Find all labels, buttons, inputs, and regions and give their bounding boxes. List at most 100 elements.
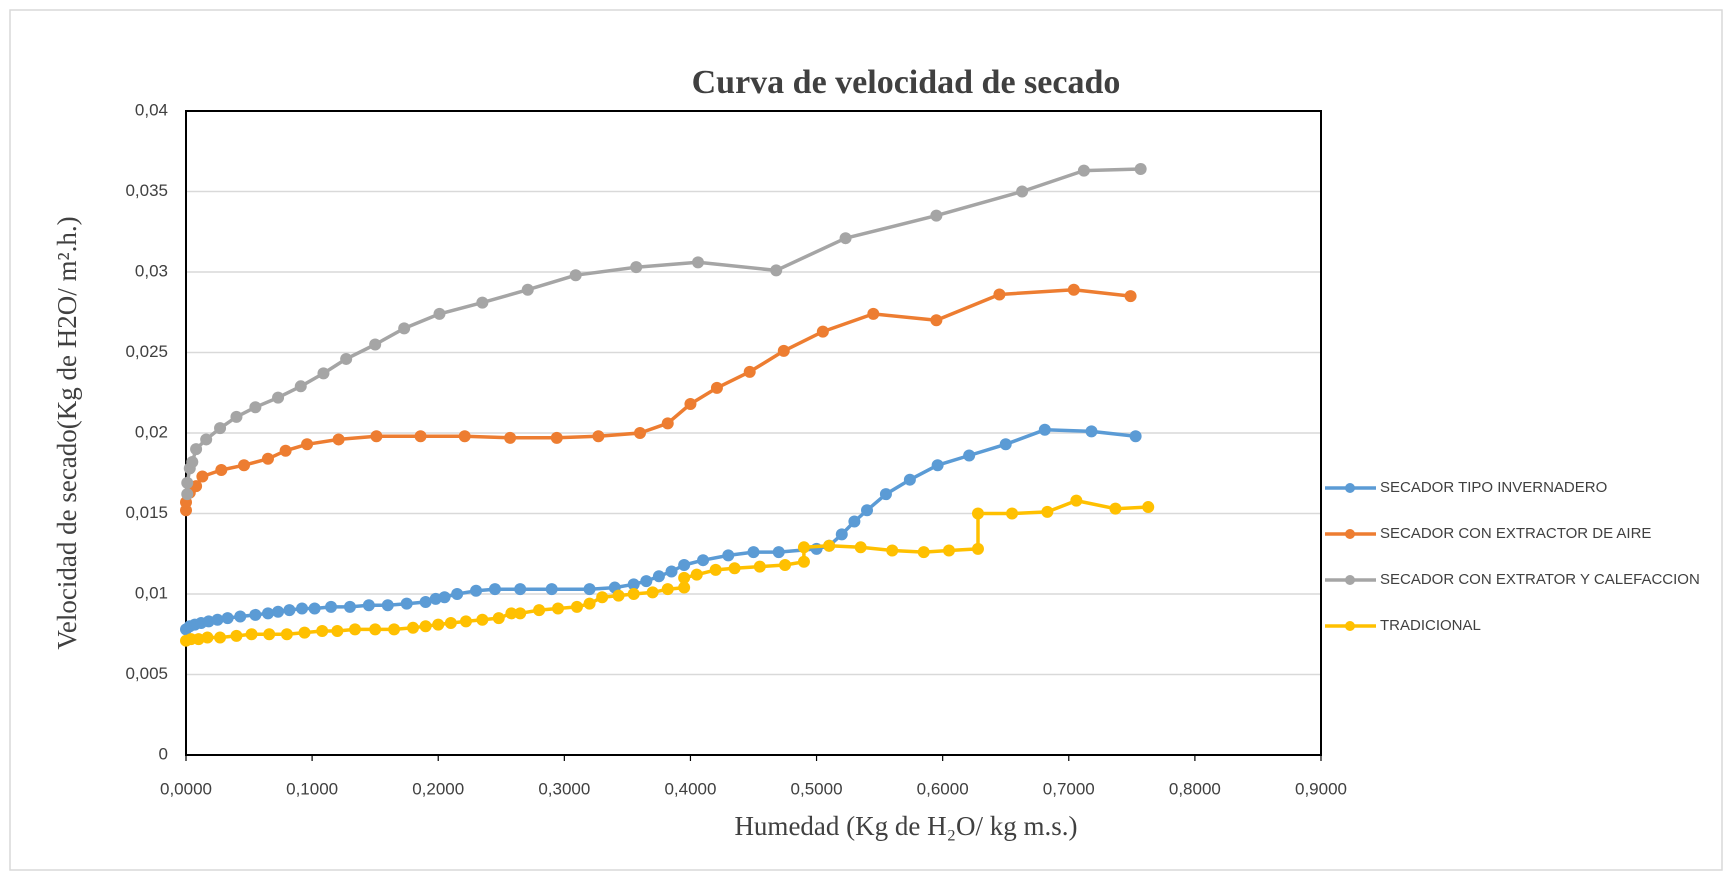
y-axis-label: Velocidad de secado(Kg de H2O/ m².h.) [52,216,82,649]
data-point [612,589,625,602]
x-tick-label: 0,9000 [1295,779,1347,798]
data-point [743,365,756,378]
data-point [570,600,583,613]
data-point [627,588,640,600]
data-point [438,591,451,604]
data-point [753,560,766,573]
data-point [272,605,285,618]
data-point [214,422,227,435]
data-point [230,410,243,423]
data-point [569,269,582,282]
data-point [332,433,345,446]
data-point [816,325,829,338]
data-point [294,380,307,393]
data-point [414,430,427,443]
y-tick-label: 0,04 [135,100,168,119]
data-point [492,612,505,625]
data-point [627,578,640,591]
data-point [747,546,760,559]
data-point [369,623,382,636]
data-point [362,599,375,612]
data-point [521,283,534,296]
chart-title: Curva de velocidad de secado [692,64,1121,101]
legend-marker [1345,529,1355,539]
data-point [514,607,527,620]
data-point [1129,430,1142,443]
data-point [221,612,234,625]
y-tick-label: 0 [159,744,168,763]
y-tick-label: 0,035 [125,181,168,200]
chart-border [9,9,1723,871]
data-point [451,588,464,600]
data-point [690,568,703,581]
data-point [1109,502,1122,515]
data-point [931,459,944,472]
data-point [630,261,643,274]
data-point [1142,501,1155,514]
data-point [583,583,596,596]
data-point [779,559,792,572]
data-point [592,430,605,443]
data-point [797,555,810,568]
data-point [709,563,722,576]
data-point [770,264,783,277]
y-tick-label: 0,025 [125,342,168,361]
data-point [261,452,274,465]
data-point [301,438,314,451]
data-point [692,256,705,269]
data-point [839,232,852,245]
legend-label: TRADICIONAL [1380,617,1481,634]
data-point [283,604,296,617]
data-point [245,628,258,641]
data-point [348,623,361,636]
y-tick-label: 0,005 [125,664,168,683]
data-point [215,464,228,477]
data-point [400,597,413,610]
data-point [797,541,810,554]
data-point [488,583,501,596]
data-point [1134,162,1147,175]
data-point [993,288,1006,301]
data-point [325,600,338,613]
data-point [234,610,247,623]
x-tick-label: 0,2000 [412,779,464,798]
data-point [861,504,873,517]
data-point [317,367,330,380]
legend-label: SECADOR CON EXTRACTOR DE AIRE [1380,525,1651,542]
legend-marker [1345,483,1355,493]
data-point [772,546,785,559]
data-point [1085,425,1098,438]
data-point [419,620,432,633]
data-point [697,554,710,567]
data-point [476,613,489,626]
data-point [308,602,321,615]
data-point [971,542,984,555]
data-point [665,565,678,578]
data-point [1038,423,1051,436]
x-tick-label: 0,7000 [1043,779,1095,798]
data-point [388,623,401,636]
data-point [678,581,691,594]
data-point [186,455,199,468]
data-point [634,427,646,439]
legend-label: SECADOR TIPO INVERNADERO [1380,479,1607,496]
data-point [470,584,483,597]
data-point [407,621,419,634]
data-point [280,628,293,641]
x-tick-label: 0,8000 [1169,779,1221,798]
data-point [903,473,916,486]
data-point [504,431,517,444]
data-point [238,459,251,472]
data-point [552,602,565,615]
data-point [214,631,227,644]
data-point [316,625,329,638]
data-point [298,626,311,639]
data-point [646,586,659,599]
data-point [640,575,653,588]
data-point [583,597,596,610]
data-point [930,209,943,222]
data-point [835,528,848,541]
data-point [886,544,899,557]
data-point [331,625,344,638]
data-point [1124,290,1137,303]
